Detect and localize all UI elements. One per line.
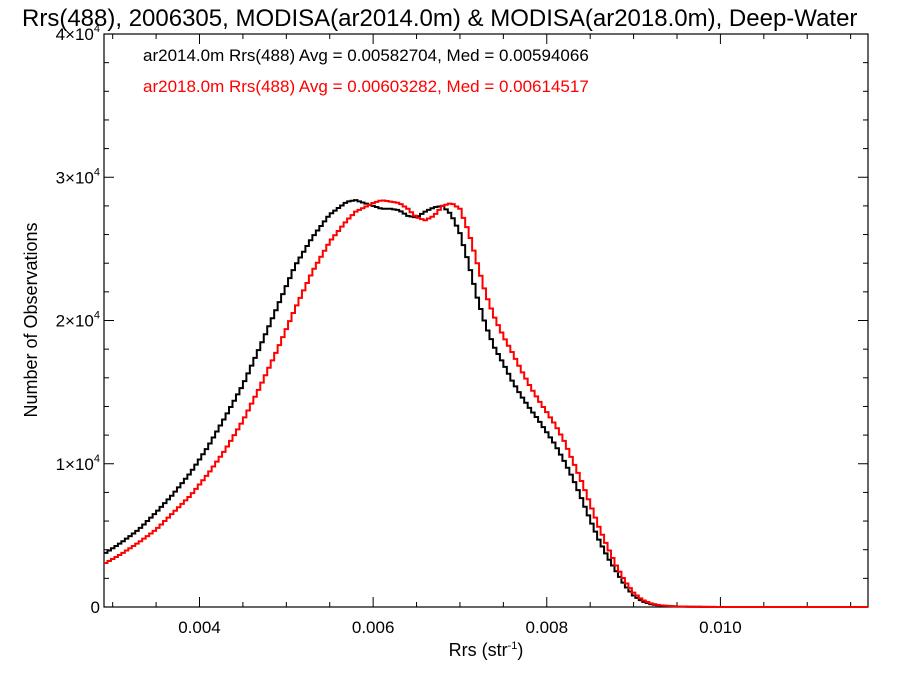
series-layer [104, 199, 868, 608]
y-tick-label: 2×104 [56, 310, 100, 331]
y-tick-label: 4×104 [56, 23, 100, 44]
legend-entry-ar2014: ar2014.0m Rrs(488) Avg = 0.00582704, Med… [143, 46, 589, 65]
x-axis-label-close: ) [517, 640, 523, 660]
x-tick-label: 0.008 [525, 618, 568, 637]
chart-title: Rrs(488), 2006305, MODISA(ar2014.0m) & M… [22, 5, 857, 32]
x-axis-label-exp: -1 [508, 640, 518, 652]
x-axis: 0.004 0.006 0.008 0.010 [112, 34, 852, 637]
legend-entry-ar2018: ar2018.0m Rrs(488) Avg = 0.00603282, Med… [143, 77, 589, 96]
y-axis: 0 1×104 2×104 3×104 4×104 [56, 23, 868, 617]
y-tick-label: 0 [91, 598, 100, 617]
x-axis-label-base: Rrs (str [449, 640, 508, 660]
x-tick-label: 0.010 [699, 618, 742, 637]
y-tick-label: 3×104 [56, 166, 100, 187]
y-axis-label: Number of Observations [21, 222, 41, 417]
x-tick-label: 0.004 [178, 618, 221, 637]
x-tick-label: 0.006 [352, 618, 395, 637]
x-axis-label: Rrs (str-1) [449, 640, 524, 660]
series-ar2014.0m [104, 199, 868, 608]
series-ar2018.0m [104, 199, 868, 608]
y-tick-label: 1×104 [56, 453, 100, 474]
